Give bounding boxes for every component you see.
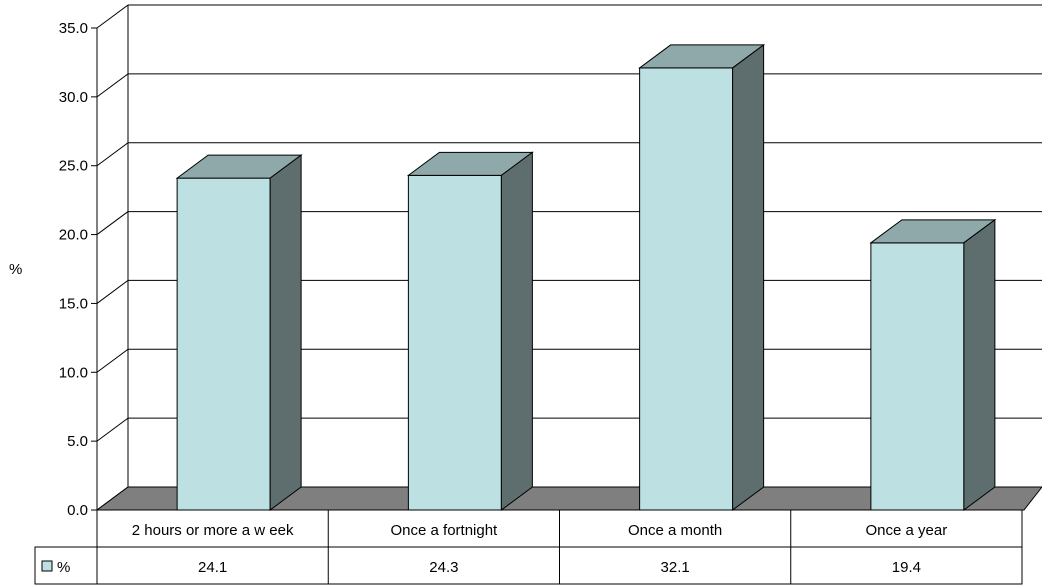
bar-side-face bbox=[500, 151, 533, 511]
y-tick-label: 25.0 bbox=[59, 158, 88, 175]
legend-series-name: % bbox=[57, 559, 70, 576]
side-wall-line bbox=[96, 142, 129, 167]
data-label: 24.3 bbox=[429, 559, 458, 576]
bar bbox=[406, 151, 534, 511]
bar bbox=[175, 154, 303, 511]
bar-side-face bbox=[269, 154, 302, 511]
category-label: Once a year bbox=[866, 522, 948, 539]
bar bbox=[638, 43, 766, 511]
y-tick-label: 5.0 bbox=[67, 433, 88, 450]
side-wall-line bbox=[96, 4, 129, 29]
bar-front-face bbox=[176, 177, 271, 511]
category-label: 2 hours or more a w eek bbox=[132, 522, 294, 539]
y-tick-label: 10.0 bbox=[59, 364, 88, 381]
table-value-row bbox=[34, 546, 1023, 585]
bar-side-face bbox=[963, 218, 996, 511]
y-axis-label: % bbox=[9, 261, 22, 278]
bar-side-face bbox=[732, 43, 765, 511]
bar bbox=[869, 218, 997, 511]
side-wall-line bbox=[96, 73, 129, 98]
y-tick-label: 20.0 bbox=[59, 227, 88, 244]
data-table: 2 hours or more a w eek Once a fortnight O… bbox=[34, 509, 1023, 585]
category-label: Once a month bbox=[628, 522, 722, 539]
bars-layer bbox=[175, 43, 997, 511]
y-tick-label: 0.0 bbox=[67, 502, 88, 519]
side-wall-line bbox=[96, 417, 129, 442]
y-tick-label: 15.0 bbox=[59, 295, 88, 312]
data-label: 24.1 bbox=[198, 559, 227, 576]
axis-layer: 0.0 5.0 10.0 15.0 20.0 25.0 30.0 35.0 bbox=[59, 20, 98, 519]
legend-swatch bbox=[41, 560, 53, 572]
y-tick-label: 35.0 bbox=[59, 20, 88, 37]
y-tick-label: 30.0 bbox=[59, 89, 88, 106]
side-wall-line bbox=[96, 211, 129, 235]
data-label: 19.4 bbox=[892, 559, 921, 576]
bar-front-face bbox=[870, 242, 965, 511]
data-label: 32.1 bbox=[661, 559, 690, 576]
side-wall-line bbox=[96, 280, 129, 304]
bar-front-face bbox=[407, 174, 502, 511]
bar-front-face bbox=[639, 67, 734, 511]
side-wall-line bbox=[96, 348, 129, 373]
category-label: Once a fortnight bbox=[391, 522, 499, 539]
